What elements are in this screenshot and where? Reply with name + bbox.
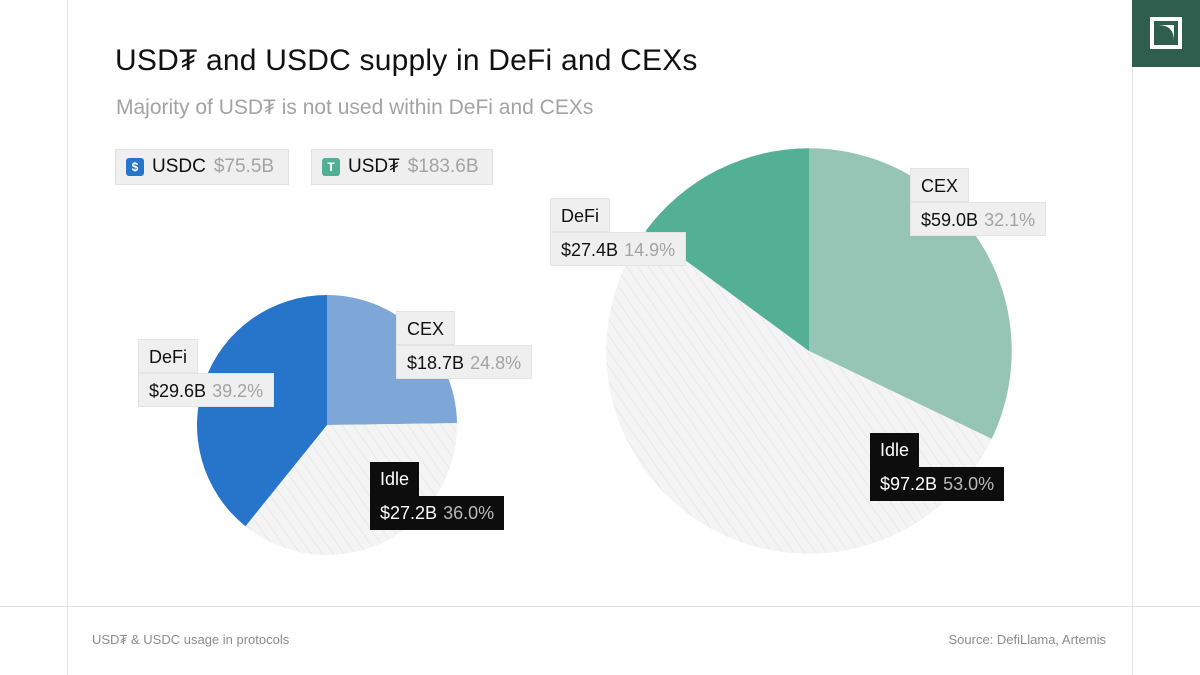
usdc-defi-value: $29.6B 39.2%: [138, 373, 275, 407]
tether-cex-value: $59.0B 32.1%: [910, 202, 1047, 236]
chart-title: USD₮ and USDC supply in DeFi and CEXs: [115, 44, 698, 77]
slice-value: $59.0B: [921, 210, 979, 230]
slice-name: CEX: [921, 176, 959, 196]
right-border: [1132, 0, 1133, 675]
footer-caption: USD₮ & USDC usage in protocols: [92, 632, 290, 647]
slice-percent: 24.8%: [470, 353, 522, 373]
slice-value: $27.4B: [561, 240, 619, 260]
usdc-cex-value: $18.7B 24.8%: [396, 345, 533, 379]
usdc-slice-defi: [196, 295, 327, 527]
legend-item-tether: T USD₮ $183.6B: [311, 149, 493, 185]
slice-name: Idle: [380, 469, 410, 489]
legend-value: $75.5B: [213, 156, 275, 177]
footer-source: Source: DefiLlama, Artemis: [948, 632, 1106, 647]
slice-value: $97.2B: [880, 474, 938, 494]
tether-icon: T: [322, 158, 340, 176]
slice-name: DeFi: [561, 206, 600, 226]
usdc-slice-cex: [327, 295, 457, 425]
brand-logo: [1132, 0, 1200, 67]
usdc-idle-value: $27.2B 36.0%: [370, 496, 505, 530]
tether-defi-label: DeFi: [550, 198, 611, 232]
tether-slice-defi: [645, 148, 809, 351]
legend-value: $183.6B: [407, 156, 479, 177]
slice-value: $27.2B: [380, 503, 438, 523]
legend-item-usdc: $ USDC $75.5B: [115, 149, 289, 185]
tether-defi-value: $27.4B 14.9%: [550, 232, 687, 266]
footer-divider: [0, 606, 1200, 607]
slice-name: CEX: [407, 319, 445, 339]
usdc-cex-label: CEX: [396, 311, 456, 345]
pie-charts: [196, 148, 1012, 556]
slice-value: $29.6B: [149, 381, 207, 401]
usdc-idle-label: Idle: [370, 462, 420, 496]
usdc-icon: $: [126, 158, 144, 176]
usdc-defi-label: DeFi: [138, 339, 199, 373]
slice-percent: 32.1%: [984, 210, 1036, 230]
chart-subtitle: Majority of USD₮ is not used within DeFi…: [116, 96, 594, 119]
legend-label: USD₮: [348, 156, 400, 177]
slice-percent: 36.0%: [443, 503, 495, 523]
left-border: [67, 0, 68, 675]
tether-cex-label: CEX: [910, 168, 970, 202]
tether-idle-label: Idle: [870, 433, 920, 467]
slice-percent: 53.0%: [943, 474, 995, 494]
legend-label: USDC: [152, 156, 206, 177]
slice-value: $18.7B: [407, 353, 465, 373]
slice-percent: 39.2%: [212, 381, 264, 401]
brand-logo-icon: [1150, 17, 1182, 49]
slice-name: Idle: [880, 440, 910, 460]
tether-idle-value: $97.2B 53.0%: [870, 467, 1005, 501]
slice-percent: 14.9%: [624, 240, 676, 260]
slice-name: DeFi: [149, 347, 188, 367]
